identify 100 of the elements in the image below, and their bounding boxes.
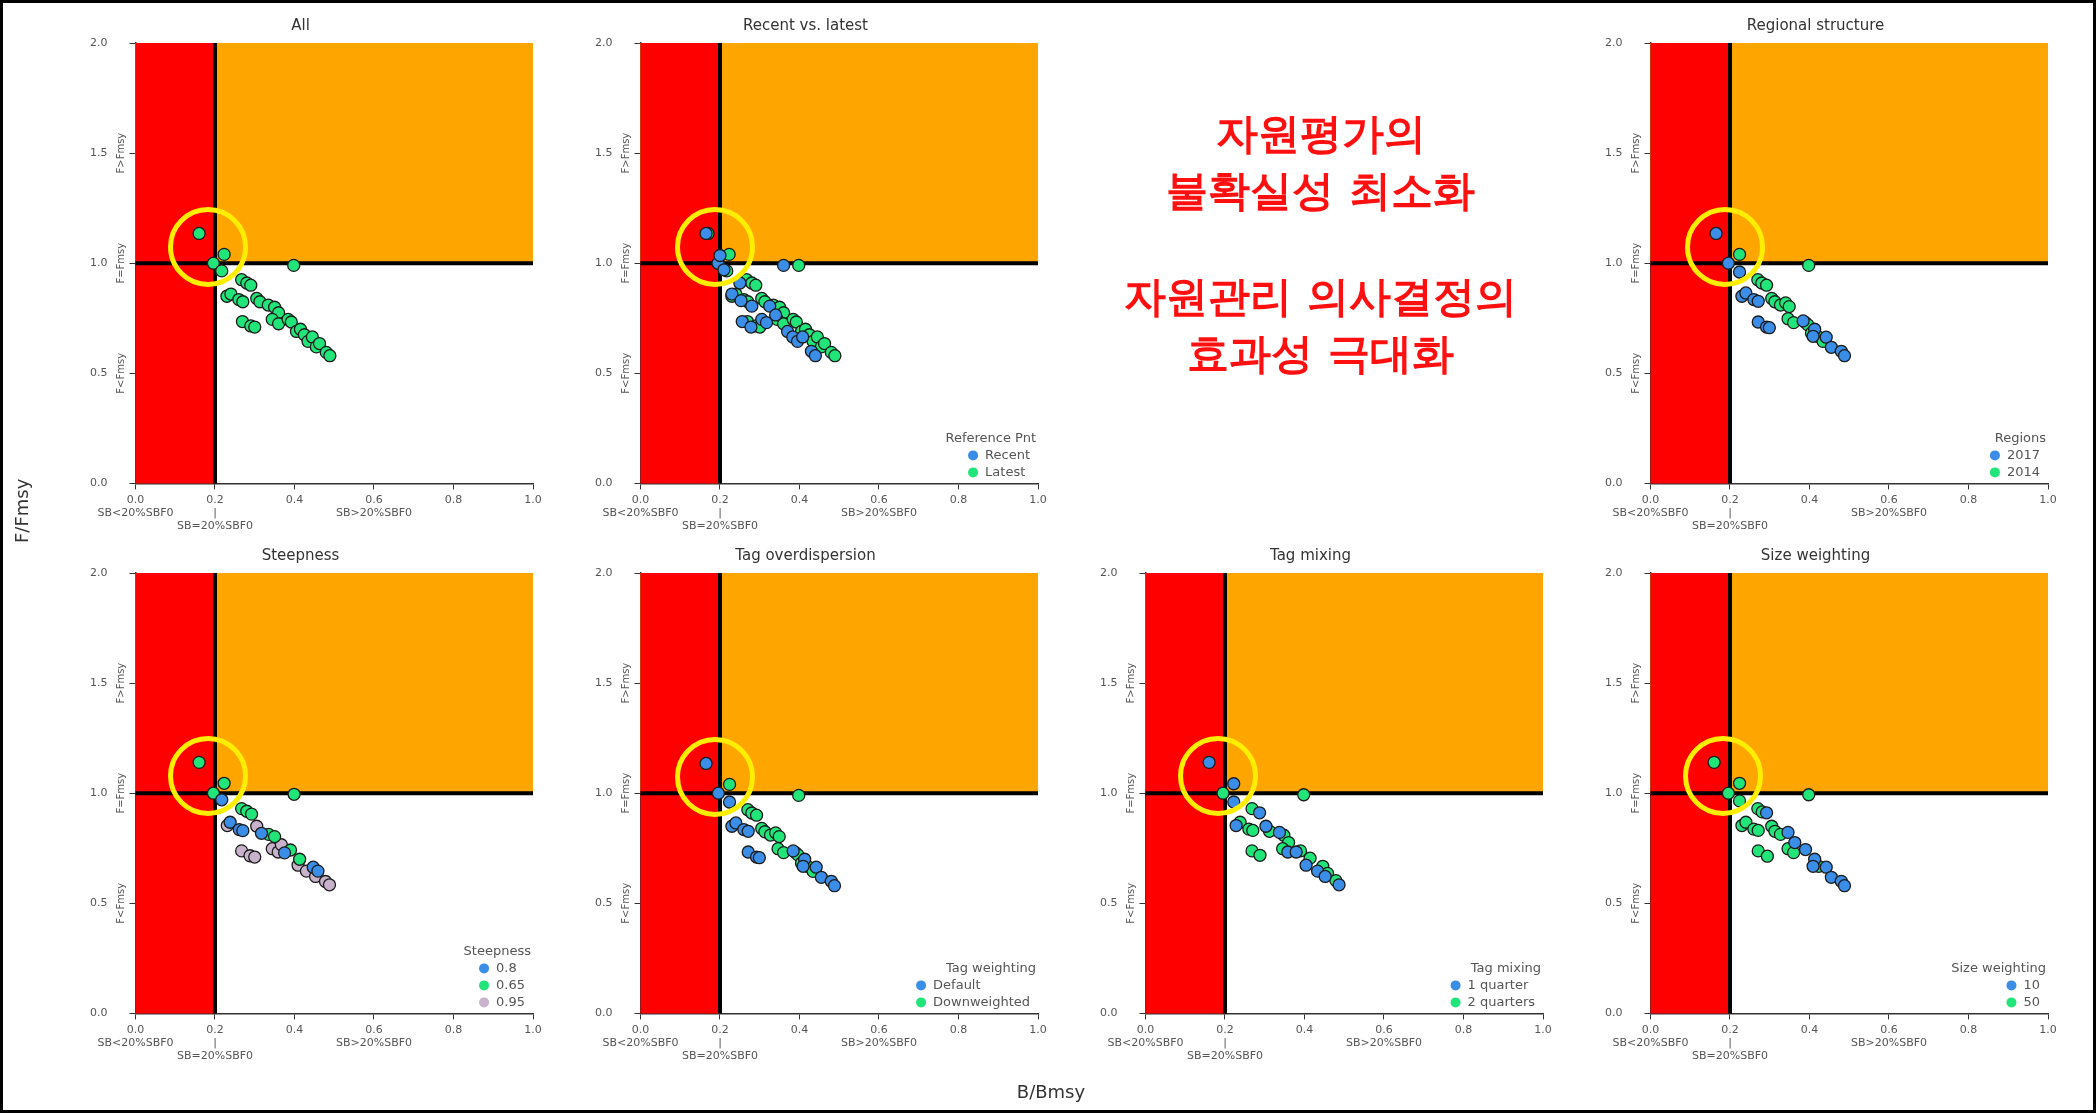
- x-tick-label: 0.6 SB>20%SBF0: [840, 492, 918, 520]
- legend-label: Latest: [985, 463, 1026, 479]
- y-tick-label: 1.5: [1604, 675, 1623, 689]
- x-tick-label: 1.0: [2039, 492, 2057, 506]
- x-tick-label: 0.2 | SB=20%SBF0: [1691, 1022, 1769, 1063]
- y-tick-label: 1.5: [594, 145, 613, 159]
- y-tick-label: 1.5: [1604, 145, 1623, 159]
- legend-title: Regions: [1994, 429, 2047, 445]
- x-tick-label: 0.0 SB<20%SBF0: [602, 492, 679, 520]
- y-tick-label: 1.0: [1099, 786, 1118, 800]
- y-tick-label: 2.0: [594, 35, 613, 49]
- text: F=Fmsy: [1630, 772, 1642, 814]
- y-tick-label: 2.0: [594, 565, 613, 579]
- y-tick-label: 2.0: [1604, 35, 1623, 49]
- text: F=Fmsy: [115, 772, 127, 814]
- text: F=Fmsy: [1125, 772, 1137, 814]
- y-tick-label: 0.0: [594, 476, 613, 490]
- y-tick-label: 2.0: [89, 35, 108, 49]
- legend-label: 2017: [2006, 446, 2041, 462]
- y-tick-label: 2.0: [1604, 565, 1623, 579]
- legend-label: 1 quarter: [1467, 976, 1529, 992]
- legend-title: Reference Pnt: [945, 429, 1036, 445]
- y-tick-label: 0.5: [89, 366, 108, 380]
- x-tick-label: 0.8: [444, 492, 463, 506]
- legend-title: Tag mixing: [1469, 959, 1541, 975]
- x-tick-label: 0.2 | SB=20%SBF0: [176, 492, 254, 533]
- text: F=Fmsy: [620, 242, 632, 284]
- legend-label: 10: [2023, 976, 2040, 992]
- text: F>Fmsy: [1125, 662, 1137, 704]
- x-tick-label: 0.6 SB>20%SBF0: [1345, 1022, 1423, 1050]
- x-tick-label: 0.8: [949, 492, 968, 506]
- text: F<Fmsy: [1125, 882, 1137, 924]
- x-tick-label: 0.8: [949, 1022, 968, 1036]
- y-tick-label: 1.0: [89, 256, 108, 270]
- y-tick-label: 0.0: [89, 1006, 108, 1020]
- y-tick-label: 1.5: [89, 145, 108, 159]
- x-tick-label: 0.6 SB>20%SBF0: [1850, 492, 1928, 520]
- text: F>Fmsy: [620, 132, 632, 174]
- y-tick-label: 1.0: [594, 786, 613, 800]
- text: F>Fmsy: [115, 132, 127, 174]
- x-tick-label: 0.0 SB<20%SBF0: [97, 492, 174, 520]
- chart-title: Tag mixing: [1268, 545, 1352, 564]
- x-tick-label: 0.8: [444, 1022, 463, 1036]
- x-tick-label: 1.0: [2039, 1022, 2057, 1036]
- x-tick-label: 0.4: [790, 492, 809, 506]
- legend-label: 0.95: [496, 993, 526, 1009]
- y-tick-label: 0.5: [89, 896, 108, 910]
- x-tick-label: 0.4: [285, 492, 304, 506]
- x-tick-label: 0.2 | SB=20%SBF0: [681, 1022, 759, 1063]
- x-tick-label: 0.2 | SB=20%SBF0: [1186, 1022, 1264, 1063]
- y-tick-label: 1.0: [594, 256, 613, 270]
- y-tick-label: 0.5: [1099, 896, 1118, 910]
- text: F/Fmsy: [11, 478, 32, 543]
- x-tick-label: 0.4: [1295, 1022, 1314, 1036]
- y-tick-label: 0.0: [594, 1006, 613, 1020]
- y-tick-label: 1.5: [594, 675, 613, 689]
- x-tick-label: 0.4: [1800, 492, 1819, 506]
- text: F<Fmsy: [620, 882, 632, 924]
- chart-title: Regional structure: [1746, 15, 1885, 34]
- x-tick-label: 0.0 SB<20%SBF0: [1107, 1022, 1184, 1050]
- legend-label: Recent: [985, 446, 1031, 462]
- y-tick-label: 0.5: [594, 366, 613, 380]
- legend-label: Default: [933, 976, 981, 992]
- y-tick-label: 0.5: [1604, 896, 1623, 910]
- text: F=Fmsy: [115, 242, 127, 284]
- x-tick-label: 1.0: [524, 1022, 542, 1036]
- legend-label: 2 quarters: [1467, 993, 1536, 1009]
- text: F<Fmsy: [115, 352, 127, 394]
- text: 자원평가의 불확실성 최소화: [1166, 108, 1475, 217]
- x-tick-label: 1.0: [1534, 1022, 1552, 1036]
- text: F>Fmsy: [1630, 662, 1642, 704]
- legend-label: Downweighted: [933, 993, 1031, 1009]
- x-tick-label: 1.0: [1029, 492, 1047, 506]
- chart-title: Size weighting: [1760, 545, 1871, 564]
- y-tick-label: 0.0: [1604, 1006, 1623, 1020]
- y-tick-label: 0.5: [594, 896, 613, 910]
- text: F<Fmsy: [1630, 352, 1642, 394]
- x-tick-label: 0.2 | SB=20%SBF0: [1691, 492, 1769, 533]
- y-tick-label: 1.0: [1604, 786, 1623, 800]
- text: F=Fmsy: [620, 772, 632, 814]
- legend-title: Size weighting: [1951, 959, 2046, 975]
- text: F<Fmsy: [115, 882, 127, 924]
- legend-label: 0.65: [496, 976, 526, 992]
- y-tick-label: 1.0: [1604, 256, 1623, 270]
- text: F>Fmsy: [115, 662, 127, 704]
- legend-label: 0.8: [496, 959, 517, 975]
- y-tick-label: 2.0: [1099, 565, 1118, 579]
- x-tick-label: 0.8: [1454, 1022, 1473, 1036]
- x-tick-label: 0.8: [1959, 492, 1978, 506]
- legend-label: 50: [2023, 993, 2040, 1009]
- y-tick-label: 1.0: [89, 786, 108, 800]
- text: 자원관리 의사결정의 효과성 극대화: [1124, 271, 1517, 381]
- y-tick-label: 1.5: [1099, 675, 1118, 689]
- x-tick-label: 0.0 SB<20%SBF0: [602, 1022, 679, 1050]
- chart-title: All: [291, 15, 310, 34]
- legend-title: Steepness: [463, 942, 532, 958]
- x-tick-label: 0.6 SB>20%SBF0: [840, 1022, 918, 1050]
- x-tick-label: 0.4: [1800, 1022, 1819, 1036]
- chart-title: Steepness: [261, 545, 340, 564]
- x-tick-label: 1.0: [524, 492, 542, 506]
